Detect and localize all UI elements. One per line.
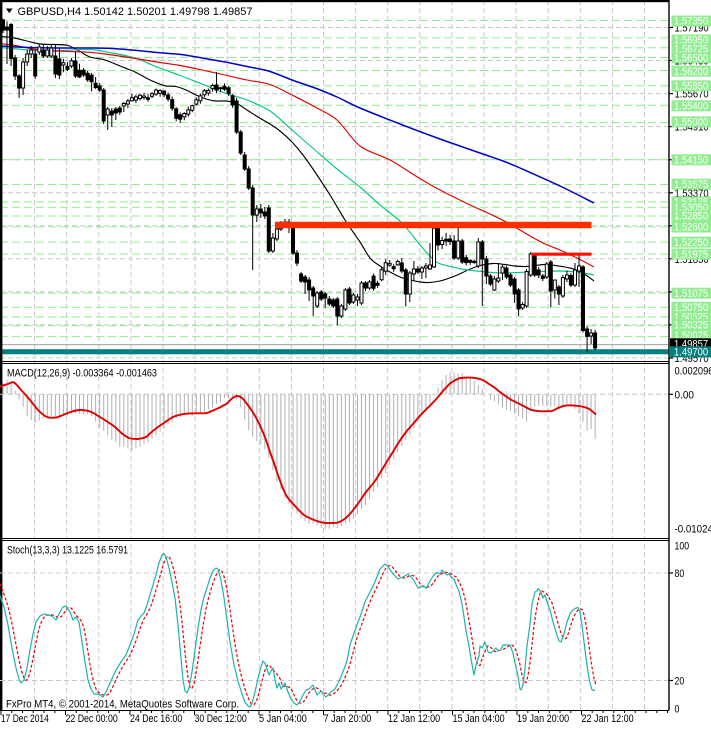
svg-text:30 Dec 12:00: 30 Dec 12:00 [195, 713, 247, 725]
svg-text:1.51975: 1.51975 [674, 249, 708, 261]
svg-text:0: 0 [675, 704, 680, 716]
svg-text:1.52250: 1.52250 [674, 237, 708, 249]
svg-text:1.57350: 1.57350 [674, 16, 708, 28]
svg-text:1.52600: 1.52600 [674, 222, 708, 234]
svg-text:22 Jan 12:00: 22 Jan 12:00 [582, 713, 634, 725]
svg-text:Stoch(13,3,3) 13.1225 16.5791: Stoch(13,3,3) 13.1225 16.5791 [7, 544, 128, 556]
svg-text:24 Dec 16:00: 24 Dec 16:00 [130, 713, 182, 725]
svg-text:1.54150: 1.54150 [674, 155, 708, 167]
svg-text:FxPro MT4, © 2001-2014, MetaQu: FxPro MT4, © 2001-2014, MetaQuotes Softw… [6, 699, 239, 711]
svg-text:1.51075: 1.51075 [674, 288, 708, 300]
svg-text:0.002096: 0.002096 [675, 366, 711, 378]
svg-text:MACD(12,26,9) -0.003364 -0.001: MACD(12,26,9) -0.003364 -0.001463 [7, 368, 157, 380]
svg-text:0.00: 0.00 [675, 389, 695, 401]
svg-text:1.49700: 1.49700 [674, 347, 708, 359]
svg-text:-0.010247: -0.010247 [675, 524, 711, 536]
svg-text:80: 80 [675, 568, 685, 580]
svg-text:17 Dec 2014: 17 Dec 2014 [1, 713, 49, 725]
svg-text:15 Jan 04:00: 15 Jan 04:00 [453, 713, 505, 725]
svg-text:12 Jan 12:00: 12 Jan 12:00 [388, 713, 440, 725]
svg-text:22 Dec 00:00: 22 Dec 00:00 [66, 713, 118, 725]
svg-text:1.53575: 1.53575 [674, 179, 708, 191]
svg-text:1.55400: 1.55400 [674, 101, 708, 113]
svg-text:1.55850: 1.55850 [674, 81, 708, 93]
svg-text:20: 20 [675, 676, 685, 688]
svg-text:1.56500: 1.56500 [674, 53, 708, 65]
svg-text:1.55000: 1.55000 [674, 117, 708, 129]
svg-text:100: 100 [675, 541, 690, 553]
svg-text:5 Jan 04:00: 5 Jan 04:00 [259, 713, 307, 725]
svg-text:19 Jan 20:00: 19 Jan 20:00 [517, 713, 569, 725]
svg-text:1.56200: 1.56200 [674, 66, 708, 78]
svg-text:GBPUSD,H4 1.50142 1.50201 1.4: GBPUSD,H4 1.50142 1.50201 1.49798 1.4985… [18, 6, 253, 18]
svg-text:7 Jan 20:00: 7 Jan 20:00 [324, 713, 372, 725]
